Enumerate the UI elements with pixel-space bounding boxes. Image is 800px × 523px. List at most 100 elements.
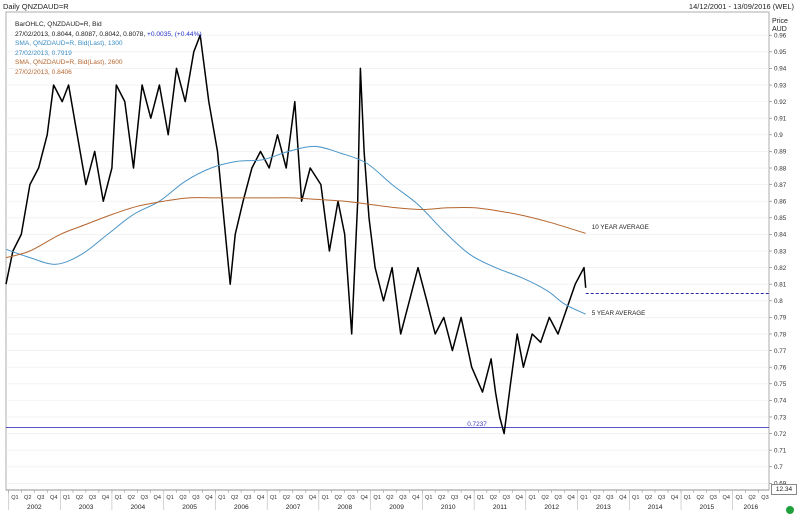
x-quarter-label: Q1	[11, 495, 18, 501]
x-quarter-label: Q1	[166, 495, 173, 501]
annotations: 10 YEAR AVERAGE 5 YEAR AVERAGE	[592, 224, 649, 317]
legend-bar-change: +0.0035, (+0.44%)	[147, 30, 202, 38]
x-year-label: 2014	[648, 504, 663, 511]
x-quarter-label: Q1	[218, 495, 225, 501]
x-quarter-label: Q1	[63, 495, 70, 501]
x-quarter-label: Q4	[309, 495, 316, 501]
y-tick-label: 0.76	[774, 364, 787, 371]
x-year-label: 2007	[286, 504, 301, 511]
sma-1300-line	[5, 145, 586, 315]
y-tick-label: 0.72	[774, 431, 787, 438]
x-quarter-label: Q2	[386, 495, 393, 501]
y-tick-label: 0.9	[774, 132, 783, 139]
x-quarter-label: Q2	[334, 495, 341, 501]
x-quarter-label: Q1	[322, 495, 329, 501]
x-quarter-label: Q4	[671, 495, 678, 501]
x-quarter-label: Q4	[257, 495, 264, 501]
x-quarter-label: Q4	[516, 495, 523, 501]
x-quarter-label: Q3	[658, 495, 665, 501]
y-tick-label: 0.87	[774, 182, 787, 189]
y-axis-title-unit: AUD	[772, 26, 787, 33]
x-year-label: 2005	[182, 504, 197, 511]
legend-sma2-label: SMA, QNZDAUD=R, Bid(Last), 2600	[15, 59, 123, 67]
price-series-line	[5, 34, 587, 435]
sma-2600-line	[5, 197, 586, 259]
x-year-label: 2012	[544, 504, 559, 511]
x-quarter-label: Q3	[141, 495, 148, 501]
legend-sma1-label: SMA, QNZDAUD=R, Bid(Last), 1300	[15, 40, 123, 48]
y-tick-label: 0.73	[774, 414, 787, 421]
x-quarter-label: Q4	[464, 495, 471, 501]
x-quarter-label: Q2	[541, 495, 548, 501]
legend-bar-values: 27/02/2013, 0.8044, 0.8087, 0.8042, 0.80…	[15, 30, 146, 38]
x-quarter-label: Q4	[619, 495, 626, 501]
x-quarter-label: Q1	[373, 495, 380, 501]
legend-sma1-value: 27/02/2013, 0.7919	[15, 49, 72, 57]
y-tick-label: 0.84	[774, 232, 787, 239]
legend-bar-label: BarOHLC, QNZDAUD=R, Bid	[15, 21, 102, 28]
y-tick-label: 0.89	[774, 149, 787, 156]
x-quarter-label: Q3	[244, 495, 251, 501]
gridlines	[6, 34, 769, 484]
x-quarter-label: Q1	[632, 495, 639, 501]
x-quarter-label: Q2	[24, 495, 31, 501]
x-quarter-label: Q3	[503, 495, 510, 501]
legend: BarOHLC, QNZDAUD=R, Bid 27/02/2013, 0.80…	[15, 20, 202, 78]
y-tick-label: 0.77	[774, 348, 787, 355]
x-quarter-label: Q1	[529, 495, 536, 501]
y-tick-label: 0.81	[774, 281, 787, 288]
x-quarter-label: Q3	[37, 495, 44, 501]
x-year-label: 2016	[744, 504, 759, 511]
y-tick-label: 0.7	[774, 464, 783, 471]
horizontal-lines: 0.7237	[6, 292, 769, 428]
y-tick-label: 0.88	[774, 165, 787, 172]
y-axis-title-price: Price	[772, 18, 788, 25]
x-quarter-label: Q3	[296, 495, 303, 501]
x-year-label: 2015	[700, 504, 715, 511]
series-group	[5, 34, 587, 435]
x-quarter-label: Q1	[115, 495, 122, 501]
x-year-label: 2004	[131, 504, 146, 511]
x-axis: Q1 Q2 Q3 Q4 2002 Q1 Q2 Q3 Q4 2003 Q1 Q2 Q3 Q4 2004 Q1 Q2…	[6, 489, 769, 511]
value-box[interactable]: 12.34	[771, 484, 797, 495]
y-tick-label: 0.94	[774, 66, 787, 73]
x-quarter-label: Q1	[580, 495, 587, 501]
x-quarter-label: Q1	[735, 495, 742, 501]
x-quarter-label: Q1	[477, 495, 484, 501]
x-quarter-label: Q4	[205, 495, 212, 501]
x-quarter-label: Q2	[128, 495, 135, 501]
y-tick-label: 0.75	[774, 381, 787, 388]
x-year-label: 2006	[234, 504, 249, 511]
y-tick-label: 0.83	[774, 248, 787, 255]
status-dot-icon	[786, 506, 794, 514]
x-quarter-label: Q1	[684, 495, 691, 501]
x-quarter-label: Q2	[645, 495, 652, 501]
y-tick-label: 0.85	[774, 215, 787, 222]
x-year-label: 2010	[441, 504, 456, 511]
x-quarter-label: Q3	[606, 495, 613, 501]
y-tick-label: 0.71	[774, 447, 787, 454]
x-quarter-label: Q4	[360, 495, 367, 501]
x-year-label: 2011	[493, 504, 508, 511]
x-quarter-label: Q3	[761, 495, 768, 501]
legend-bar-values-row: 27/02/2013, 0.8044, 0.8087, 0.8042, 0.80…	[15, 30, 202, 40]
support-line-label: 0.7237	[467, 421, 487, 428]
x-quarter-label: Q3	[399, 495, 406, 501]
x-year-label: 2013	[596, 504, 611, 511]
x-quarter-label: Q4	[102, 495, 109, 501]
y-axis-title: Price AUD	[772, 18, 788, 34]
y-tick-label: 0.8	[774, 298, 783, 305]
x-quarter-label: Q2	[76, 495, 83, 501]
x-quarter-label: Q2	[697, 495, 704, 501]
x-quarter-label: Q2	[231, 495, 238, 501]
x-quarter-label: Q1	[270, 495, 277, 501]
y-tick-label: 0.79	[774, 315, 787, 322]
x-quarter-label: Q1	[425, 495, 432, 501]
x-year-label: 2009	[389, 504, 404, 511]
x-quarter-label: Q2	[283, 495, 290, 501]
x-quarter-label: Q4	[567, 495, 574, 501]
legend-sma2-value: 27/02/2013, 0.8406	[15, 68, 72, 76]
x-year-label: 2003	[79, 504, 94, 511]
